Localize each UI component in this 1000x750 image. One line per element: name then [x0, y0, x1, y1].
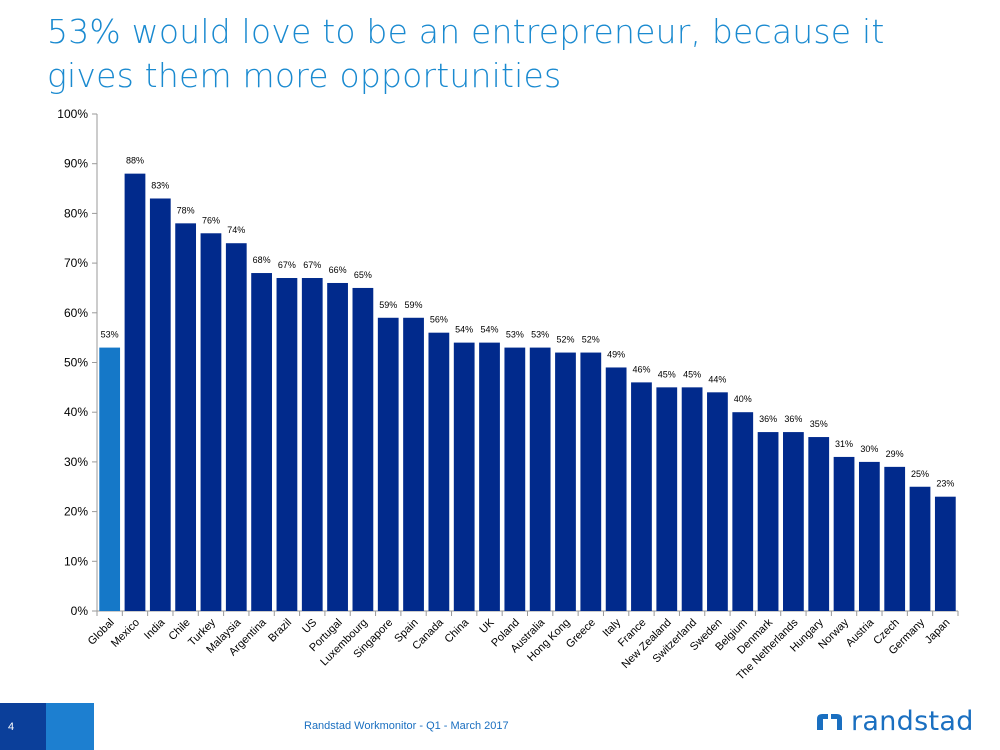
- y-tick-label: 70%: [64, 256, 88, 270]
- data-label: 88%: [126, 156, 144, 166]
- data-label: 76%: [202, 215, 220, 225]
- data-label: 53%: [101, 330, 119, 340]
- data-label: 40%: [734, 394, 752, 404]
- y-tick-label: 60%: [64, 306, 88, 320]
- data-label: 30%: [860, 444, 878, 454]
- x-tick-label: China: [442, 616, 471, 645]
- x-tick-label: India: [142, 616, 168, 642]
- bar: [555, 352, 576, 611]
- data-label: 78%: [177, 205, 195, 215]
- y-tick-label: 100%: [57, 107, 88, 121]
- footer-accent-block: [46, 703, 94, 750]
- page-number-block: 4: [0, 703, 46, 750]
- data-label: 68%: [253, 255, 271, 265]
- y-tick-label: 0%: [71, 604, 89, 618]
- data-label: 59%: [379, 300, 397, 310]
- slide-title: 53% would love to be an entrepreneur, be…: [47, 12, 885, 95]
- brand-name: randstad: [851, 705, 974, 737]
- y-tick-label: 20%: [64, 505, 88, 519]
- data-label: 36%: [759, 414, 777, 424]
- bar: [251, 273, 272, 611]
- data-label: 25%: [911, 469, 929, 479]
- x-tick-label: Brazil: [266, 617, 294, 645]
- bar: [656, 387, 678, 611]
- data-label: 35%: [810, 419, 828, 429]
- y-tick-label: 50%: [64, 356, 88, 370]
- y-tick-label: 80%: [64, 206, 88, 220]
- bar: [909, 486, 931, 611]
- data-label: 53%: [531, 330, 549, 340]
- y-tick-label: 90%: [64, 157, 88, 171]
- data-label: 53%: [506, 330, 524, 340]
- x-tick-label: Japan: [923, 617, 953, 647]
- bar: [783, 432, 804, 611]
- bar: [403, 317, 424, 611]
- data-label: 52%: [582, 335, 600, 345]
- data-label: 49%: [607, 349, 625, 359]
- randstad-logo: randstad: [815, 704, 974, 738]
- bar: [808, 437, 830, 611]
- bar: [149, 198, 171, 612]
- data-label: 45%: [683, 369, 701, 379]
- data-label: 74%: [227, 225, 245, 235]
- data-label: 83%: [151, 180, 169, 190]
- data-label: 67%: [303, 260, 321, 270]
- bar: [200, 233, 222, 611]
- bar: [225, 243, 247, 611]
- bar: [124, 173, 146, 611]
- bar: [757, 432, 779, 611]
- bar: [858, 461, 880, 611]
- data-label: 56%: [430, 315, 448, 325]
- data-label: 54%: [455, 325, 473, 335]
- data-label: 67%: [278, 260, 296, 270]
- bar: [99, 347, 121, 611]
- bar: [631, 382, 652, 611]
- data-label: 54%: [481, 325, 499, 335]
- x-tick-label: Austria: [844, 616, 877, 649]
- data-label: 44%: [708, 374, 726, 384]
- bar: [428, 332, 450, 611]
- y-tick-label: 40%: [64, 405, 88, 419]
- bar: [504, 347, 526, 611]
- bar: [479, 342, 500, 611]
- bar: [833, 456, 855, 611]
- bar: [732, 412, 754, 611]
- bar: [327, 282, 348, 611]
- data-label: 29%: [886, 449, 904, 459]
- bar: [301, 278, 323, 611]
- data-label: 31%: [835, 439, 853, 449]
- data-label: 59%: [405, 300, 423, 310]
- bar: [453, 342, 475, 611]
- bar: [884, 466, 906, 611]
- y-tick-label: 10%: [64, 554, 88, 568]
- data-label: 66%: [329, 265, 347, 275]
- bar: [580, 352, 602, 611]
- page-number: 4: [8, 721, 15, 733]
- bar: [175, 223, 197, 611]
- y-tick-label: 30%: [64, 455, 88, 469]
- data-label: 45%: [658, 369, 676, 379]
- bar: [352, 287, 374, 611]
- bar: [707, 392, 728, 611]
- bar: [934, 496, 956, 611]
- bar: [681, 387, 703, 611]
- data-label: 36%: [784, 414, 802, 424]
- data-label: 52%: [556, 335, 574, 345]
- footer-source: Randstad Workmonitor - Q1 - March 2017: [304, 720, 509, 732]
- bar: [276, 278, 298, 611]
- bar: [605, 367, 627, 611]
- data-label: 46%: [632, 364, 650, 374]
- bar-chart: 0%10%20%30%40%50%60%70%80%90%100%53%Glob…: [57, 107, 959, 683]
- data-label: 65%: [354, 270, 372, 280]
- bar: [377, 317, 399, 611]
- randstad-logo-icon: [817, 714, 842, 730]
- x-tick-label: Mexico: [109, 617, 142, 650]
- x-tick-label: UK: [477, 616, 497, 636]
- x-tick-label: US: [300, 617, 319, 636]
- bar: [529, 347, 551, 611]
- data-label: 23%: [936, 479, 954, 489]
